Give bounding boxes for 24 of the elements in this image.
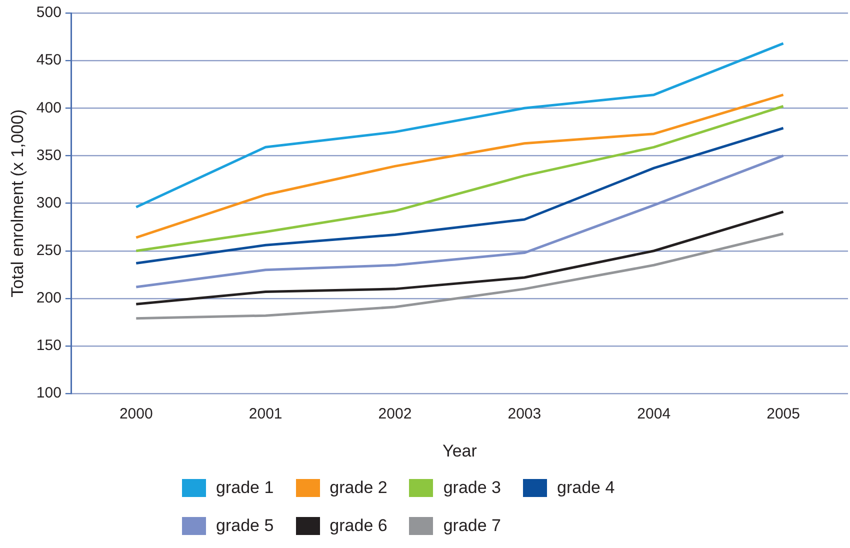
x-tick-label: 2005 [766, 406, 800, 423]
y-axis-title: Total enrolment (x 1,000) [8, 109, 27, 298]
y-tick-label: 250 [36, 242, 62, 260]
x-tick-label: 2000 [119, 406, 153, 423]
y-tick-label: 350 [36, 146, 62, 164]
legend-label: grade 3 [443, 478, 502, 498]
legend-label: grade 5 [216, 516, 274, 536]
y-tick-label: 200 [36, 290, 62, 307]
x-tick-label: 2004 [637, 406, 671, 423]
legend-label: grade 7 [443, 516, 502, 536]
y-tick-label: 150 [36, 337, 62, 354]
x-tick-label: 2002 [378, 406, 412, 423]
y-tick-label: 450 [36, 52, 62, 69]
x-tick-label: 2003 [508, 406, 542, 423]
legend-label: grade 2 [330, 478, 388, 498]
y-tick-label: 300 [36, 194, 62, 212]
y-tick-label: 500 [36, 4, 62, 22]
legend-label: grade 1 [216, 478, 274, 498]
x-tick-label: 2001 [248, 406, 282, 423]
y-tick-label: 400 [36, 99, 62, 116]
y-tick-label: 100 [36, 384, 62, 402]
legend-label: grade 4 [557, 478, 615, 498]
x-axis-title: Year [442, 441, 478, 460]
legend-label: grade 6 [330, 516, 388, 536]
